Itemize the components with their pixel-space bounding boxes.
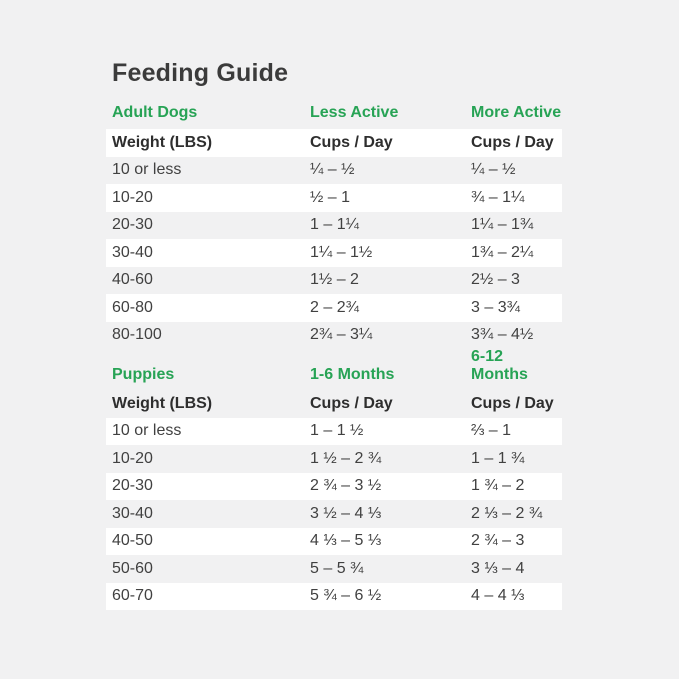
weight-cell: 10 or less: [112, 422, 182, 440]
second-range-value-cell: ⅔ – 1: [471, 422, 512, 440]
table-row: 60-80 2 – 2¾ 3 – 3¾: [106, 294, 562, 322]
weight-cell: 10 or less: [112, 161, 182, 179]
second-range-value-cell: 4 – 4 ⅓: [471, 587, 525, 605]
less-active-value-cell: 1½ – 2: [310, 271, 359, 289]
adult-dogs-table: Adult Dogs Less Active More Active Weigh…: [106, 96, 562, 349]
more-active-value-cell: 1¼ – 1¾: [471, 216, 534, 234]
more-active-value-cell: ¼ – ½: [471, 161, 516, 179]
first-range-value-cell: 3 ½ – 4 ⅓: [310, 504, 382, 522]
more-active-value-cell: 3 – 3¾: [471, 298, 520, 316]
section-label: Adult Dogs: [112, 104, 198, 121]
weight-cell: 40-50: [112, 532, 153, 550]
weight-cell: 10-20: [112, 188, 153, 206]
less-active-value-cell: 1¼ – 1½: [310, 243, 373, 261]
weight-cell: 50-60: [112, 559, 153, 577]
first-range-value-cell: 1 ½ – 2 ¾: [310, 449, 382, 467]
first-range-value-cell: 2 ¾ – 3 ½: [310, 477, 382, 495]
table-row: 20-30 1 – 1¼ 1¼ – 1¾: [106, 212, 562, 240]
more-active-value-cell: ¾ – 1¼: [471, 188, 525, 206]
first-range-value-cell: 5 – 5 ¾: [310, 559, 364, 577]
one-six-months-label: 1-6 Months: [310, 366, 395, 383]
weight-column-header: Weight (LBS): [112, 394, 213, 412]
table-row: 50-60 5 – 5 ¾ 3 ⅓ – 4: [106, 555, 562, 583]
table-row: 10 or less 1 – 1 ½ ⅔ – 1: [106, 417, 562, 445]
first-range-value-cell: 1 – 1 ½: [310, 422, 364, 440]
table-row: 20-30 2 ¾ – 3 ½ 1 ¾ – 2: [106, 472, 562, 500]
weight-cell: 10-20: [112, 449, 153, 467]
cups-per-day-header: Cups / Day: [310, 394, 393, 412]
weight-cell: 80-100: [112, 326, 162, 344]
table-row: 40-50 4 ⅓ – 5 ⅓ 2 ¾ – 3: [106, 527, 562, 555]
second-range-value-cell: 1 – 1 ¾: [471, 449, 525, 467]
second-range-value-cell: 2 ¾ – 3: [471, 532, 525, 550]
first-range-value-cell: 4 ⅓ – 5 ⅓: [310, 532, 382, 550]
less-active-value-cell: 2 – 2¾: [310, 298, 359, 316]
weight-cell: 60-70: [112, 587, 153, 605]
less-active-value-cell: 2¾ – 3¼: [310, 326, 373, 344]
second-range-value-cell: 1 ¾ – 2: [471, 477, 525, 495]
column-header-row: Weight (LBS) Cups / Day Cups / Day: [106, 129, 562, 157]
more-active-value-cell: 3¾ – 4½: [471, 326, 534, 344]
table-row: 60-70 5 ¾ – 6 ½ 4 – 4 ⅓: [106, 582, 562, 610]
weight-column-header: Weight (LBS): [112, 133, 213, 151]
section-label: Puppies: [112, 366, 175, 383]
table-row: 30-40 1¼ – 1½ 1¾ – 2¼: [106, 239, 562, 267]
page-title: Feeding Guide: [112, 59, 289, 87]
cups-per-day-header: Cups / Day: [310, 133, 393, 151]
puppies-table: Puppies 1-6 Months 6-12 Months Weight (L…: [106, 348, 562, 610]
less-active-value-cell: ¼ – ½: [310, 161, 355, 179]
weight-cell: 60-80: [112, 298, 153, 316]
less-active-value-cell: 1 – 1¼: [310, 216, 359, 234]
puppies-section-header: Puppies 1-6 Months 6-12 Months: [106, 348, 562, 390]
weight-cell: 20-30: [112, 477, 153, 495]
cups-per-day-header: Cups / Day: [471, 394, 554, 412]
table-row: 10 or less ¼ – ½ ¼ – ½: [106, 157, 562, 185]
more-active-value-cell: 1¾ – 2¼: [471, 243, 534, 261]
weight-cell: 20-30: [112, 216, 153, 234]
more-active-value-cell: 2½ – 3: [471, 271, 520, 289]
less-active-label: Less Active: [310, 104, 399, 121]
table-row: 30-40 3 ½ – 4 ⅓ 2 ⅓ – 2 ¾: [106, 500, 562, 528]
less-active-value-cell: ½ – 1: [310, 188, 351, 206]
column-header-row: Weight (LBS) Cups / Day Cups / Day: [106, 390, 562, 418]
second-range-value-cell: 3 ⅓ – 4: [471, 559, 525, 577]
weight-cell: 40-60: [112, 271, 153, 289]
cups-per-day-header: Cups / Day: [471, 133, 554, 151]
table-row: 10-20 1 ½ – 2 ¾ 1 – 1 ¾: [106, 445, 562, 473]
first-range-value-cell: 5 ¾ – 6 ½: [310, 587, 382, 605]
table-row: 40-60 1½ – 2 2½ – 3: [106, 267, 562, 295]
six-twelve-months-label: 6-12 Months: [471, 348, 528, 383]
adult-dogs-section-header: Adult Dogs Less Active More Active: [106, 96, 562, 129]
table-row: 10-20 ½ – 1 ¾ – 1¼: [106, 184, 562, 212]
table-row: 80-100 2¾ – 3¼ 3¾ – 4½: [106, 322, 562, 350]
more-active-label: More Active: [471, 104, 562, 121]
weight-cell: 30-40: [112, 504, 153, 522]
weight-cell: 30-40: [112, 243, 153, 261]
second-range-value-cell: 2 ⅓ – 2 ¾: [471, 504, 543, 522]
